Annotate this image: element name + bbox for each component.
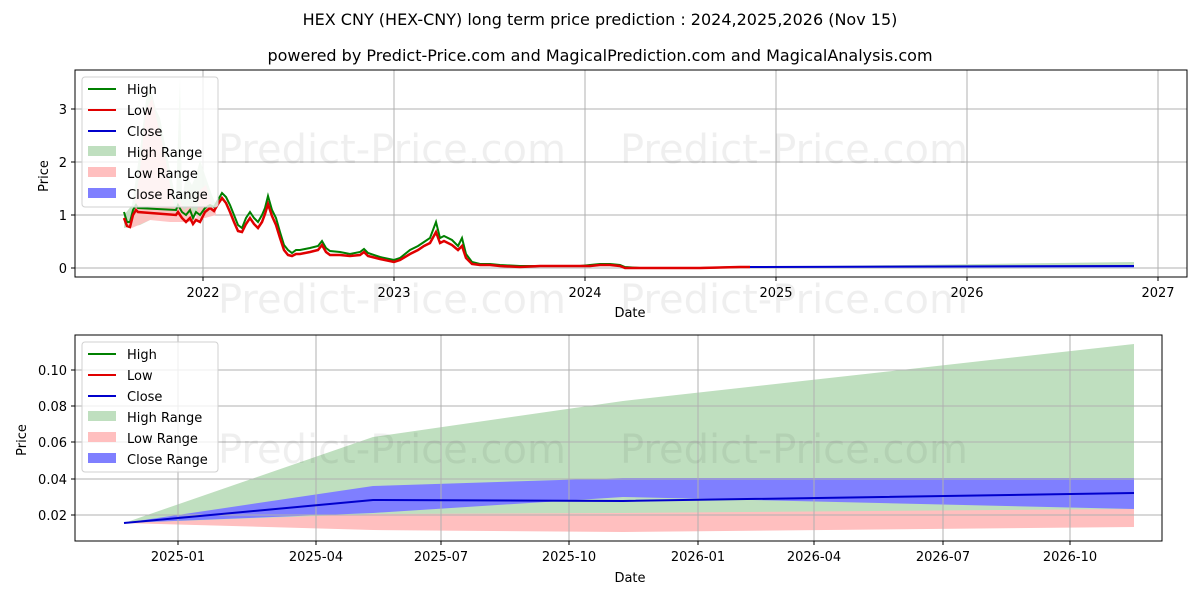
watermark: Predict-Price.com bbox=[218, 427, 566, 473]
x-tick-label: 2023 bbox=[377, 286, 410, 301]
x-tick-label: 2026-01 bbox=[671, 550, 725, 565]
x-tick-label: 2027 bbox=[1141, 286, 1174, 301]
top-axes-frame bbox=[74, 69, 1188, 278]
bottom-axes-frame bbox=[74, 334, 1163, 542]
y-axis-label: Price bbox=[15, 424, 30, 456]
bottom-grid bbox=[75, 335, 1162, 541]
legend-close-range-swatch bbox=[88, 453, 116, 463]
x-tick-label: 2025-01 bbox=[151, 550, 205, 565]
watermark: Predict-Price.com bbox=[620, 277, 968, 323]
y-tick-label: 0.04 bbox=[38, 473, 67, 488]
x-tick-label: 2022 bbox=[186, 286, 219, 301]
y-tick-label: 0.10 bbox=[38, 364, 67, 379]
x-tick-label: 2025-04 bbox=[289, 550, 343, 565]
top-x-tick-marks bbox=[202, 277, 1159, 281]
top-chart: Predict-Price.com Predict-Price.com Pred… bbox=[37, 69, 1188, 323]
legend-close-label: Close bbox=[127, 390, 162, 405]
x-axis-label: Date bbox=[614, 571, 645, 586]
x-axis-label: Date bbox=[614, 306, 645, 321]
y-tick-label: 0 bbox=[59, 262, 67, 277]
legend-high-range-swatch bbox=[88, 146, 116, 156]
bottom-legend: High Low Close High Range Low Range Clos… bbox=[81, 341, 219, 473]
legend-close-label: Close bbox=[127, 125, 162, 140]
chart-subtitle: powered by Predict-Price.com and Magical… bbox=[267, 46, 933, 65]
x-tick-label: 2025 bbox=[759, 286, 792, 301]
legend-high-range-label: High Range bbox=[127, 411, 202, 426]
legend-high-range-label: High Range bbox=[127, 146, 202, 161]
x-tick-label: 2026-04 bbox=[787, 550, 841, 565]
legend-low-range-swatch bbox=[88, 167, 116, 177]
legend-high-range-swatch bbox=[88, 411, 116, 421]
bottom-y-tick-marks bbox=[71, 369, 75, 516]
legend-low-range-label: Low Range bbox=[127, 167, 198, 182]
predicted-close-line bbox=[749, 265, 1135, 268]
top-legend: High Low Close High Range Low Range Clos… bbox=[81, 76, 219, 208]
legend-low-label: Low bbox=[127, 369, 153, 384]
legend-low-range-label: Low Range bbox=[127, 432, 198, 447]
x-tick-label: 2025-07 bbox=[414, 550, 468, 565]
x-tick-label: 2026 bbox=[950, 286, 983, 301]
x-tick-label: 2025-10 bbox=[542, 550, 596, 565]
chart-title: HEX CNY (HEX-CNY) long term price predic… bbox=[302, 10, 898, 29]
legend-low-range-swatch bbox=[88, 432, 116, 442]
legend-close-range-label: Close Range bbox=[127, 188, 208, 203]
watermark: Predict-Price.com bbox=[218, 127, 566, 173]
close-line bbox=[123, 492, 1135, 524]
x-tick-label: 2026-10 bbox=[1043, 550, 1097, 565]
bottom-chart: Predict-Price.com Predict-Price.com 0.02… bbox=[15, 334, 1163, 586]
legend-low-label: Low bbox=[127, 104, 153, 119]
y-tick-label: 0.06 bbox=[38, 436, 67, 451]
y-tick-label: 2 bbox=[59, 156, 67, 171]
legend-close-range-swatch bbox=[88, 188, 116, 198]
y-tick-label: 0.02 bbox=[38, 509, 67, 524]
y-tick-label: 3 bbox=[59, 103, 67, 118]
bottom-x-tick-marks bbox=[177, 541, 1071, 545]
legend-high-label: High bbox=[127, 83, 157, 98]
close-range-area bbox=[124, 478, 1134, 523]
y-tick-label: 0.08 bbox=[38, 400, 67, 415]
top-grid bbox=[75, 70, 1187, 277]
top-y-tick-marks bbox=[71, 108, 75, 269]
legend-high-label: High bbox=[127, 348, 157, 363]
x-tick-label: 2024 bbox=[568, 286, 601, 301]
legend-close-range-label: Close Range bbox=[127, 453, 208, 468]
x-tick-label: 2026-07 bbox=[916, 550, 970, 565]
watermark: Predict-Price.com bbox=[620, 427, 968, 473]
y-axis-label: Price bbox=[37, 160, 52, 192]
y-tick-label: 1 bbox=[59, 209, 67, 224]
watermark: Predict-Price.com bbox=[620, 127, 968, 173]
watermark: Predict-Price.com bbox=[218, 277, 566, 323]
low-line bbox=[122, 195, 750, 270]
